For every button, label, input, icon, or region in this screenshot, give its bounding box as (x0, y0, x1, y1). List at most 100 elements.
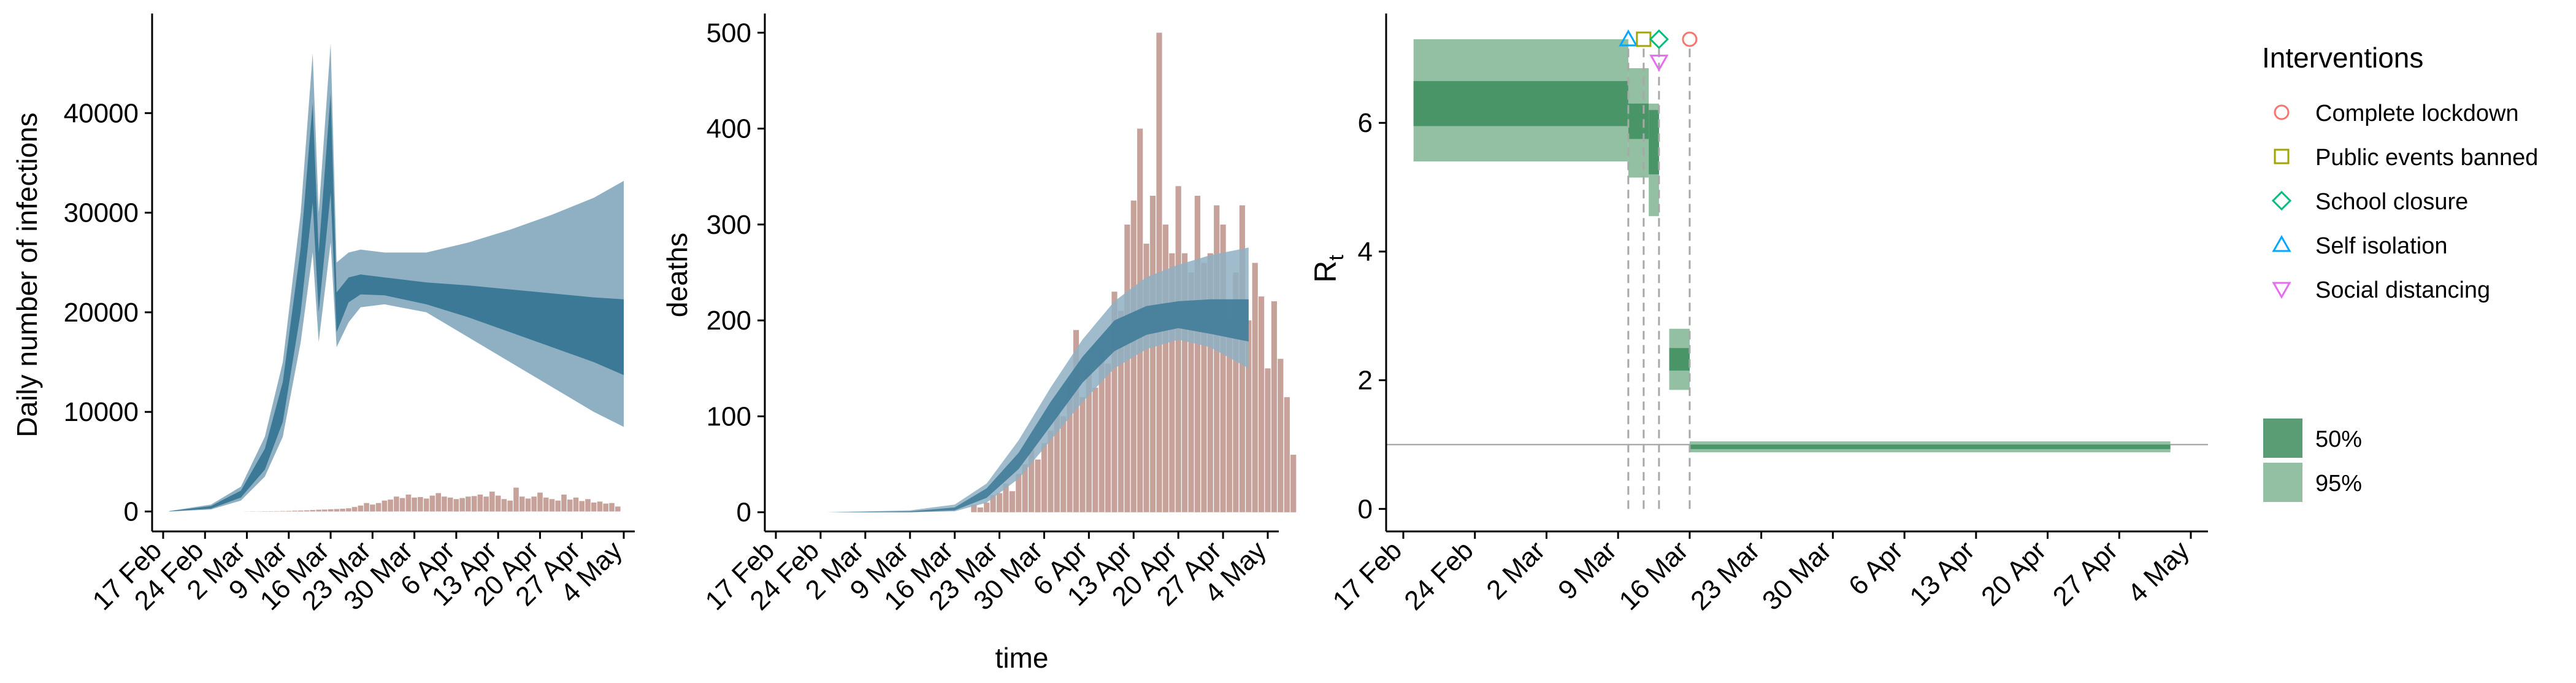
data-bar (495, 495, 501, 512)
data-bar (375, 503, 381, 512)
data-bar (298, 510, 304, 512)
legend-marker (2272, 234, 2291, 252)
x-tick-label: 4 May (2122, 535, 2195, 608)
data-bar (1143, 244, 1149, 512)
data-bar (418, 497, 423, 512)
data-bar (1041, 443, 1048, 512)
data-bar (591, 502, 597, 512)
data-bar (1226, 320, 1233, 512)
rt-ci50-band (1628, 103, 1649, 139)
y-tick-label: 2 (1358, 366, 1373, 396)
data-bar (280, 511, 286, 512)
legend-ci-swatch (2263, 419, 2302, 458)
data-bar (370, 504, 375, 512)
data-bar (615, 506, 621, 512)
data-bar (1149, 196, 1156, 512)
rt-ci50-band (1649, 110, 1659, 175)
data-bar (412, 497, 417, 512)
data-bar (1201, 263, 1207, 512)
ci50-band (827, 299, 1249, 512)
y-tick-label: 500 (707, 18, 751, 48)
data-bar (1086, 368, 1092, 512)
data-bar (405, 494, 412, 512)
data-bar (977, 507, 983, 512)
data-bar (310, 510, 316, 512)
legend-marker (2274, 149, 2290, 164)
data-bar (597, 501, 603, 512)
deaths-x-axis-label: time (995, 642, 1049, 674)
data-bar (1124, 224, 1130, 512)
data-bar (1214, 205, 1220, 512)
infections-y-axis-label: Daily number of infections (11, 112, 43, 437)
rt-ci50-band (1689, 444, 2171, 449)
data-bar (1169, 253, 1175, 512)
data-bar (394, 496, 399, 512)
data-bar (459, 498, 465, 512)
data-bar (1271, 301, 1277, 512)
intervention-marker (1636, 31, 1652, 47)
data-bar (435, 493, 441, 512)
data-bar (399, 498, 405, 512)
data-bar (466, 496, 471, 512)
data-bar (471, 496, 477, 512)
data-bar (364, 503, 369, 512)
data-bar (1188, 272, 1194, 512)
y-tick-label: 30000 (64, 198, 139, 228)
data-bar (537, 492, 543, 512)
data-bar (340, 509, 345, 512)
data-bar (1259, 296, 1265, 512)
data-bar (990, 495, 996, 512)
data-bar (579, 501, 585, 512)
legend-label: Public events banned (2315, 145, 2538, 171)
rt-y-axis-label-sub: t (1325, 255, 1348, 261)
legend-label: Complete lockdown (2315, 101, 2519, 126)
data-bar (543, 497, 549, 512)
x-tick-label: 27 Apr (2047, 535, 2124, 612)
y-tick-label: 4 (1358, 237, 1373, 267)
data-bar (1252, 263, 1258, 512)
legend-marker (2274, 104, 2290, 120)
legend-label: Self isolation (2315, 233, 2447, 259)
data-bar (585, 499, 591, 512)
x-tick-label: 2 Mar (1481, 535, 1551, 605)
x-tick-label: 23 Mar (1685, 535, 1765, 615)
data-bar (573, 497, 579, 512)
data-bar (1098, 349, 1105, 512)
data-bar (984, 503, 990, 512)
data-bar (304, 510, 310, 512)
legend-ci-label: 50% (2315, 426, 2362, 452)
data-bar (489, 492, 495, 512)
x-tick-label: 20 Apr (1976, 535, 2052, 612)
data-bar (322, 509, 328, 512)
data-bar (997, 493, 1003, 512)
x-tick-label: 24 Feb (1398, 535, 1479, 616)
data-bar (507, 500, 513, 512)
legend-title: Interventions (2262, 42, 2423, 74)
y-tick-label: 0 (737, 498, 751, 528)
y-tick-label: 20000 (64, 298, 139, 328)
x-tick-label: 17 Feb (1327, 535, 1408, 616)
data-bar (328, 509, 334, 512)
x-tick-label: 6 Apr (1843, 535, 1909, 601)
data-bar (477, 494, 483, 512)
y-tick-label: 400 (707, 114, 751, 144)
legend-ci-items: 50% 95% (2263, 419, 2362, 502)
y-tick-label: 200 (707, 306, 751, 336)
x-tick-label: 30 Mar (1757, 535, 1837, 615)
data-bar (1073, 330, 1079, 512)
y-tick-label: 100 (707, 401, 751, 431)
rt-ci50-band (1413, 81, 1628, 126)
data-bar (525, 498, 531, 512)
rt-ci50-band (1669, 348, 1690, 371)
y-tick-label: 10000 (64, 397, 139, 427)
data-bar (501, 499, 507, 512)
deaths-y-axis-label: deaths (661, 233, 693, 317)
y-tick-label: 6 (1358, 108, 1373, 138)
data-bar (1220, 224, 1226, 512)
data-bar (1290, 455, 1297, 512)
data-bar (1162, 224, 1168, 512)
data-bar (1016, 474, 1022, 512)
